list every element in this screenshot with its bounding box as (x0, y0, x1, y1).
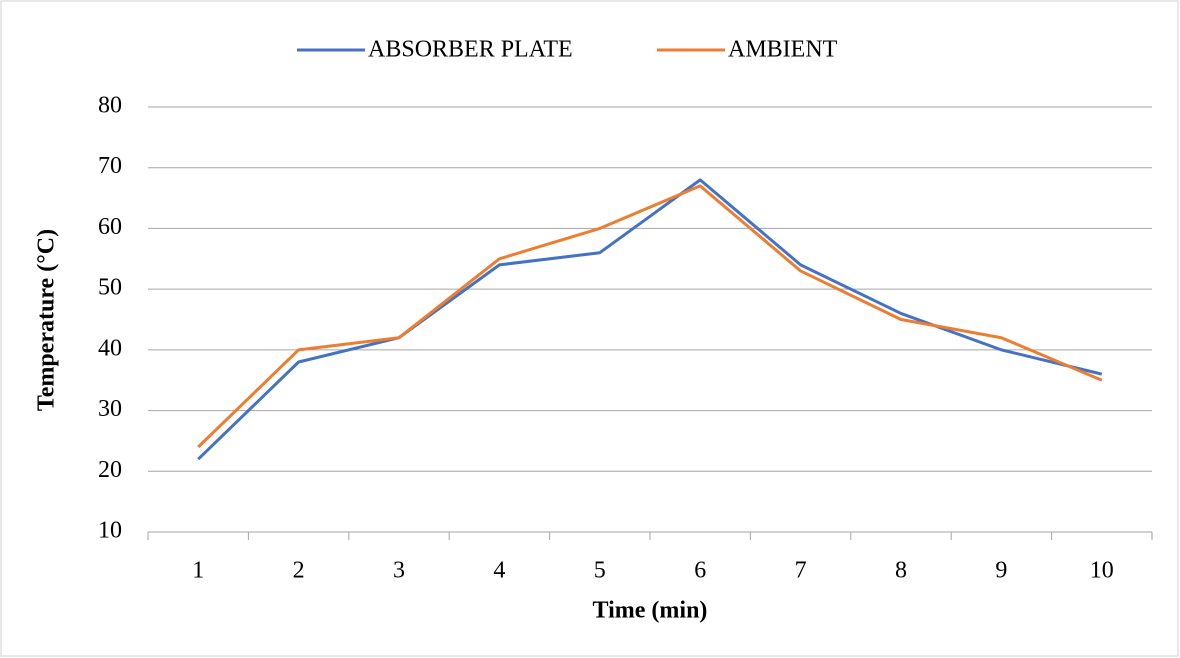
x-tick-label: 10 (1090, 558, 1114, 584)
series-line (197, 178, 1103, 461)
y-tick-label: 40 (98, 335, 122, 361)
y-tick-label: 80 (98, 93, 122, 119)
x-tick-label: 2 (293, 558, 305, 584)
x-tick-label: 4 (493, 558, 505, 584)
x-tick-label: 7 (795, 558, 807, 584)
y-tick-label: 20 (98, 457, 122, 483)
y-tick-label: 10 (98, 518, 122, 544)
x-tick-label: 6 (694, 558, 706, 584)
y-tick-label: 30 (98, 396, 122, 422)
y-tick-label: 50 (98, 275, 122, 301)
legend-label: AMBIENT (728, 37, 838, 63)
x-tick-label: 3 (393, 558, 405, 584)
x-tick-label: 9 (995, 558, 1007, 584)
series-line (197, 184, 1103, 449)
y-tick-label: 70 (98, 153, 122, 179)
legend-label: ABSORBER PLATE (368, 37, 573, 63)
x-tick-label: 8 (895, 558, 907, 584)
x-axis-title: Time (min) (593, 598, 708, 624)
y-axis-title: Temperature (°C) (34, 229, 60, 411)
x-tick-label: 1 (192, 558, 204, 584)
y-tick-label: 60 (98, 214, 122, 240)
x-tick-label: 5 (594, 558, 606, 584)
